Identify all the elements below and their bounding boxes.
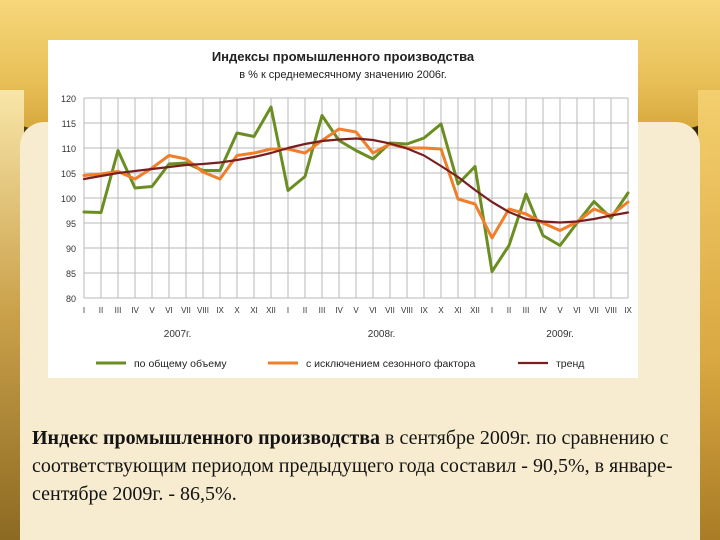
x-tick-label: XII (266, 306, 276, 315)
y-tick-label: 90 (66, 244, 76, 254)
x-tick-label: V (557, 306, 563, 315)
x-tick-label: VIII (605, 306, 617, 315)
chart-series (82, 105, 630, 273)
x-tick-label: VI (573, 306, 581, 315)
y-tick-label: 80 (66, 294, 76, 304)
y-tick-label: 115 (62, 119, 76, 129)
decorative-right-strip (698, 90, 720, 540)
caption-text: Индекс промышленного производства в сент… (32, 424, 682, 508)
x-tick-label: I (491, 306, 493, 315)
line-chart: Индексы промышленного производства в % к… (61, 49, 633, 370)
x-tick-label: III (319, 306, 326, 315)
y-tick-label: 100 (61, 194, 76, 204)
x-tick-label: XI (454, 306, 462, 315)
legend-label: с исключением сезонного фактора (306, 358, 475, 370)
chart-card: Индексы промышленного производства в % к… (48, 40, 638, 378)
x-tick-label: II (99, 306, 103, 315)
caption-bold: Индекс промышленного производства (32, 427, 381, 449)
x-tick-label: III (115, 306, 122, 315)
x-tick-label: V (149, 306, 155, 315)
chart-title: Индексы промышленного производства (212, 49, 475, 64)
x-tick-label: II (303, 306, 307, 315)
year-label: 2007г. (164, 329, 191, 340)
x-tick-label: XII (470, 306, 480, 315)
legend-label: по общему объему (134, 358, 227, 370)
chart-legend: по общему объему с исключением сезонного … (96, 358, 584, 370)
series-line (82, 137, 630, 224)
y-tick-label: 120 (61, 94, 76, 104)
x-tick-label: VII (181, 306, 191, 315)
x-tick-label: IX (624, 306, 632, 315)
x-tick-label: IV (131, 306, 139, 315)
x-tick-label: I (83, 306, 85, 315)
x-tick-label: VII (385, 306, 395, 315)
x-tick-label: VII (589, 306, 599, 315)
chart-subtitle: в % к среднемесячному значению 2006г. (239, 69, 447, 81)
x-tick-label: VI (369, 306, 377, 315)
x-tick-label: I (287, 306, 289, 315)
x-tick-label: VIII (197, 306, 209, 315)
caption-rest: в сентябре 2009г. по сравнению с соответ… (32, 427, 673, 505)
x-tick-label: X (438, 306, 444, 315)
legend-label: тренд (556, 358, 584, 370)
x-axis-ticks: I II III IV V VI VII VIII IX X XI XII I II III IV V VI VII… (83, 306, 633, 315)
y-tick-label: 95 (66, 219, 76, 229)
x-tick-label: IV (335, 306, 343, 315)
x-tick-label: VIII (401, 306, 413, 315)
x-tick-label: XI (250, 306, 258, 315)
x-tick-label: IX (216, 306, 224, 315)
x-tick-label: IV (539, 306, 547, 315)
chart-grid (83, 97, 629, 299)
y-tick-label: 85 (66, 269, 76, 279)
x-tick-label: X (234, 306, 240, 315)
year-label: 2008г. (368, 329, 395, 340)
y-axis-ticks: 80 85 90 95 100 105 110 115 120 (61, 94, 76, 304)
year-labels: 2007г. 2008г. 2009г. (164, 329, 574, 340)
x-tick-label: III (523, 306, 530, 315)
x-tick-label: V (353, 306, 359, 315)
year-label: 2009г. (546, 329, 573, 340)
y-tick-label: 105 (61, 169, 76, 179)
x-tick-label: IX (420, 306, 428, 315)
y-tick-label: 110 (62, 144, 76, 154)
x-tick-label: VI (165, 306, 173, 315)
x-tick-label: II (507, 306, 511, 315)
